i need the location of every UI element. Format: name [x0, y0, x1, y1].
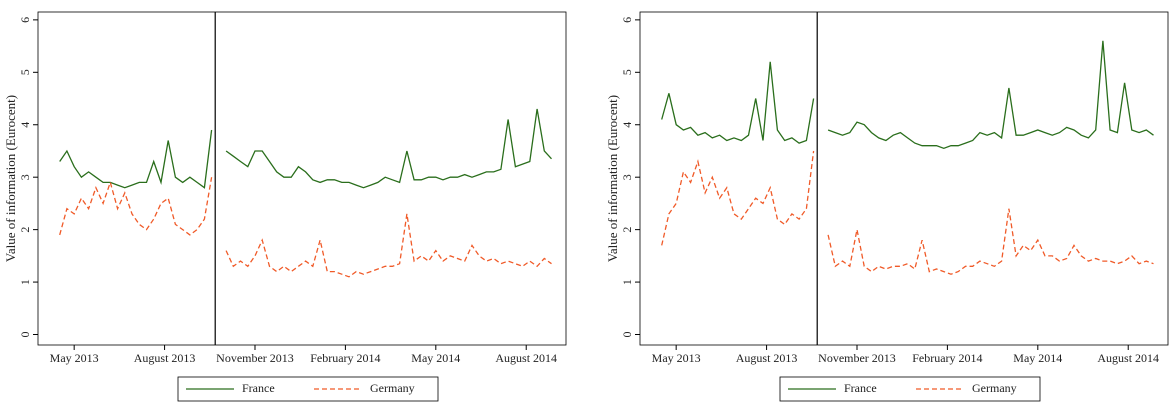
- x-tick-label: August 2013: [736, 351, 798, 365]
- x-tick-label: August 2013: [134, 351, 196, 365]
- y-tick-label: 4: [18, 122, 32, 128]
- y-tick-label: 2: [620, 227, 634, 233]
- series-line: [661, 40, 1154, 149]
- legend-label: France: [844, 381, 877, 395]
- y-tick-label: 3: [18, 174, 32, 180]
- plot-frame: [639, 11, 1169, 346]
- x-tick-label: February 2014: [912, 351, 982, 365]
- y-tick-label: 3: [620, 174, 634, 180]
- legend-box: [779, 376, 1041, 402]
- y-tick-label: 0: [18, 332, 32, 338]
- x-tick-label: May 2013: [652, 351, 701, 365]
- legend-label: France: [242, 381, 275, 395]
- x-tick-label: November 2013: [818, 351, 896, 365]
- y-axis-label: Value of information (Eurocent): [3, 95, 18, 262]
- y-tick-label: 0: [620, 332, 634, 338]
- x-tick-label: May 2013: [50, 351, 99, 365]
- x-tick-label: August 2014: [1097, 351, 1159, 365]
- y-axis-label: Value of information (Eurocent): [605, 95, 620, 262]
- x-tick-label: November 2013: [216, 351, 294, 365]
- legend-box: [177, 376, 439, 402]
- x-tick-label: May 2014: [411, 351, 460, 365]
- series-line: [59, 108, 552, 189]
- y-tick-label: 6: [620, 17, 634, 23]
- series-line: [661, 150, 1154, 275]
- legend-label: Germany: [972, 381, 1017, 395]
- y-tick-label: 1: [18, 279, 32, 285]
- x-tick-label: May 2014: [1013, 351, 1062, 365]
- y-tick-label: 5: [18, 69, 32, 75]
- y-tick-label: 4: [620, 122, 634, 128]
- plot-frame: [37, 11, 567, 346]
- y-tick-label: 6: [18, 17, 32, 23]
- y-tick-label: 2: [18, 227, 32, 233]
- y-tick-label: 5: [620, 69, 634, 75]
- y-tick-label: 1: [620, 279, 634, 285]
- legend-label: Germany: [370, 381, 415, 395]
- x-tick-label: February 2014: [310, 351, 380, 365]
- series-line: [59, 177, 552, 278]
- x-tick-label: August 2014: [495, 351, 557, 365]
